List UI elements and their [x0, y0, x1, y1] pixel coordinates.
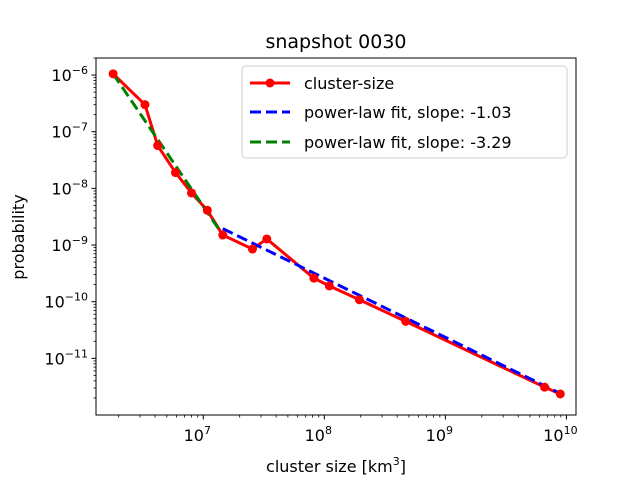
data-point — [218, 230, 228, 240]
data-point — [247, 244, 257, 254]
data-point — [171, 168, 181, 178]
y-tick-label: 10−9 — [51, 234, 88, 255]
legend: cluster-size power-law fit, slope: -1.03… — [241, 65, 568, 159]
x-tick-label: 109 — [426, 424, 453, 445]
data-point — [153, 141, 163, 151]
legend-label-fit-blue: power-law fit, slope: -1.03 — [304, 103, 512, 122]
chart-title: snapshot 0030 — [265, 31, 406, 53]
x-axis-label-main: cluster size [km — [266, 457, 393, 476]
x-axis-label: cluster size [km3] — [266, 455, 406, 476]
data-point — [555, 389, 565, 399]
plot-frame — [95, 57, 577, 416]
data-point — [309, 273, 319, 283]
data-point — [354, 295, 364, 305]
y-tick-label: 10−7 — [51, 121, 88, 142]
data-point — [540, 382, 550, 392]
x-axis-label-end: ] — [400, 457, 406, 476]
data-point — [262, 234, 272, 244]
y-tick-label: 10−6 — [51, 64, 88, 85]
legend-label-fit-green: power-law fit, slope: -3.29 — [304, 133, 512, 152]
legend-marker-cluster-size — [265, 78, 275, 88]
legend-box — [241, 65, 568, 159]
y-tick-label: 10−11 — [44, 347, 88, 368]
series-layer — [108, 69, 565, 399]
data-point — [140, 100, 150, 110]
y-axis-label: probability — [9, 194, 28, 279]
y-tick-label: 10−10 — [44, 291, 88, 312]
y-tick-label: 10−8 — [51, 177, 88, 198]
data-point — [401, 316, 411, 326]
x-axis-label-sup: 3 — [393, 455, 400, 468]
fit-line-blue — [222, 227, 561, 395]
data-point — [324, 281, 334, 291]
x-tick-label: 107 — [184, 424, 211, 445]
data-point — [202, 205, 212, 215]
data-point — [108, 69, 118, 79]
legend-label-cluster-size: cluster-size — [304, 74, 394, 93]
x-tick-label: 108 — [305, 424, 332, 445]
x-tick-label: 1010 — [543, 424, 577, 445]
axes-layer: 107 108 109 1010 10−6 10−7 10−8 10−9 10−10 10−11 — [44, 57, 578, 445]
data-point — [187, 188, 197, 198]
